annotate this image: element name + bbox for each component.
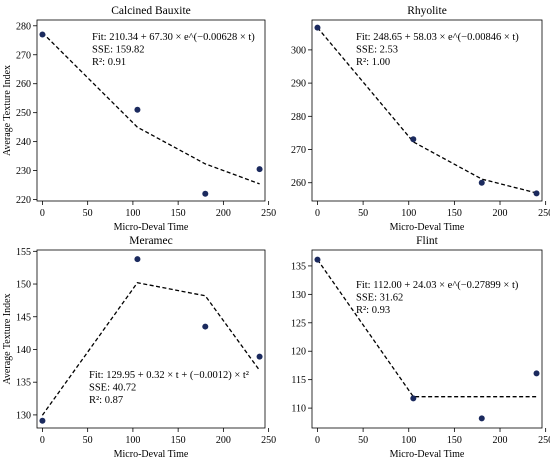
fit-annotation-line: Fit: 112.00 + 24.03 × e^(−0.27899 × t) [356, 280, 519, 291]
data-point [410, 395, 417, 402]
data-point [478, 415, 485, 422]
y-tick-label: 120 [291, 347, 306, 358]
data-point [314, 256, 321, 263]
y-tick-label: 250 [16, 108, 31, 119]
fit-annotation-line: R²: 0.87 [89, 395, 123, 406]
panel-title: Rhyolite [407, 5, 447, 17]
data-point [202, 190, 209, 197]
y-tick-label: 130 [291, 290, 306, 301]
x-tick-label: 150 [447, 208, 462, 219]
data-point [256, 353, 263, 360]
panel-title: Flint [416, 235, 439, 247]
x-tick-label: 150 [171, 208, 186, 219]
y-axis-label: Average Texture Index [2, 65, 13, 156]
fit-curve [41, 281, 261, 416]
data-point [478, 179, 485, 186]
x-axis-label: Micro-Deval Time [390, 449, 465, 460]
x-tick-label: 0 [315, 208, 320, 219]
fit-annotation-line: Fit: 210.34 + 67.30 × e^(−0.00628 × t) [92, 32, 255, 43]
fit-annotation-line: SSE: 159.82 [92, 45, 145, 56]
y-tick-label: 260 [16, 79, 31, 90]
plot-frame [36, 249, 266, 429]
data-point [202, 323, 209, 330]
y-axis-label: Average Texture Index [2, 293, 13, 384]
x-tick-label: 100 [401, 208, 416, 219]
y-tick-label: 280 [291, 112, 306, 123]
y-tick-label: 130 [16, 410, 31, 421]
x-axis-label: Micro-Deval Time [114, 449, 189, 460]
y-tick-label: 155 [16, 247, 31, 258]
panel-1: Calcined Bauxite 0 50 100 150 200 250 220 230 240… [2, 5, 276, 233]
y-tick-label: 140 [16, 345, 31, 356]
y-tick-label: 145 [16, 312, 31, 323]
fit-annotation-line: R²: 0.91 [92, 57, 126, 68]
x-tick-label: 50 [83, 435, 93, 446]
x-tick-label: 50 [358, 435, 368, 446]
panel-title: Calcined Bauxite [111, 5, 191, 17]
x-tick-label: 200 [493, 435, 508, 446]
data-point [39, 417, 46, 424]
fit-annotation-line: SSE: 2.53 [356, 45, 398, 56]
data-point [410, 136, 417, 143]
plot-frame [311, 249, 543, 429]
data-point [314, 24, 321, 31]
x-tick-label: 200 [216, 435, 231, 446]
y-tick-label: 290 [291, 79, 306, 90]
data-point [533, 190, 540, 197]
x-tick-label: 200 [216, 208, 231, 219]
data-point [134, 256, 141, 263]
panel-2: Rhyolite 0 50 100 150 200 250 260 270 280 290 300 Mi… [291, 5, 550, 233]
fit-annotation-line: SSE: 40.72 [89, 383, 136, 394]
x-tick-label: 0 [40, 435, 45, 446]
x-axis-label: Micro-Deval Time [390, 222, 465, 233]
y-tick-label: 260 [291, 178, 306, 189]
x-tick-label: 100 [125, 208, 140, 219]
x-tick-label: 150 [171, 435, 186, 446]
fit-annotation-line: Fit: 248.65 + 58.03 × e^(−0.00846 × t) [356, 32, 519, 43]
panel-4: Flint 0 50 100 150 200 250 110 115 120 125 130 135 Mi… [291, 235, 550, 460]
plot-frame [36, 19, 266, 202]
data-point [256, 166, 263, 173]
y-tick-label: 110 [291, 404, 306, 415]
fit-curve [316, 259, 537, 398]
x-tick-label: 200 [493, 208, 508, 219]
x-tick-label: 50 [358, 208, 368, 219]
data-point [134, 106, 141, 113]
plot-frame [311, 19, 543, 202]
x-tick-label: 250 [261, 435, 276, 446]
fit-annotation-line: R²: 1.00 [356, 57, 390, 68]
x-axis-label: Micro-Deval Time [114, 222, 189, 233]
x-tick-label: 100 [125, 435, 140, 446]
x-tick-label: 250 [538, 435, 550, 446]
y-tick-label: 280 [16, 21, 31, 32]
data-point [533, 370, 540, 377]
y-tick-label: 135 [291, 261, 306, 272]
fit-annotation-line: SSE: 31.62 [356, 293, 403, 304]
x-tick-label: 250 [261, 208, 276, 219]
y-tick-label: 135 [16, 378, 31, 389]
x-tick-label: 150 [447, 435, 462, 446]
fit-curve [41, 32, 260, 185]
panel-title: Meramec [129, 235, 172, 247]
x-tick-label: 250 [538, 208, 550, 219]
y-tick-label: 300 [291, 45, 306, 56]
y-tick-label: 220 [16, 195, 31, 206]
data-point [39, 31, 46, 38]
x-tick-label: 0 [40, 208, 45, 219]
panel-3: Meramec 0 50 100 150 200 250 130 135 140 145 150 155… [2, 235, 276, 460]
x-tick-label: 100 [401, 435, 416, 446]
fit-annotation-line: Fit: 129.95 + 0.32 × t + (−0.0012) × t² [89, 370, 249, 381]
y-tick-label: 125 [291, 318, 306, 329]
x-tick-label: 50 [83, 208, 93, 219]
y-tick-label: 270 [16, 50, 31, 61]
x-tick-label: 0 [315, 435, 320, 446]
fit-curve [317, 27, 537, 194]
y-tick-label: 150 [16, 280, 31, 291]
y-tick-label: 230 [16, 166, 31, 177]
y-tick-label: 240 [16, 137, 31, 148]
y-tick-label: 115 [291, 375, 306, 386]
y-tick-label: 270 [291, 145, 306, 156]
fit-annotation-line: R²: 0.93 [356, 305, 390, 316]
